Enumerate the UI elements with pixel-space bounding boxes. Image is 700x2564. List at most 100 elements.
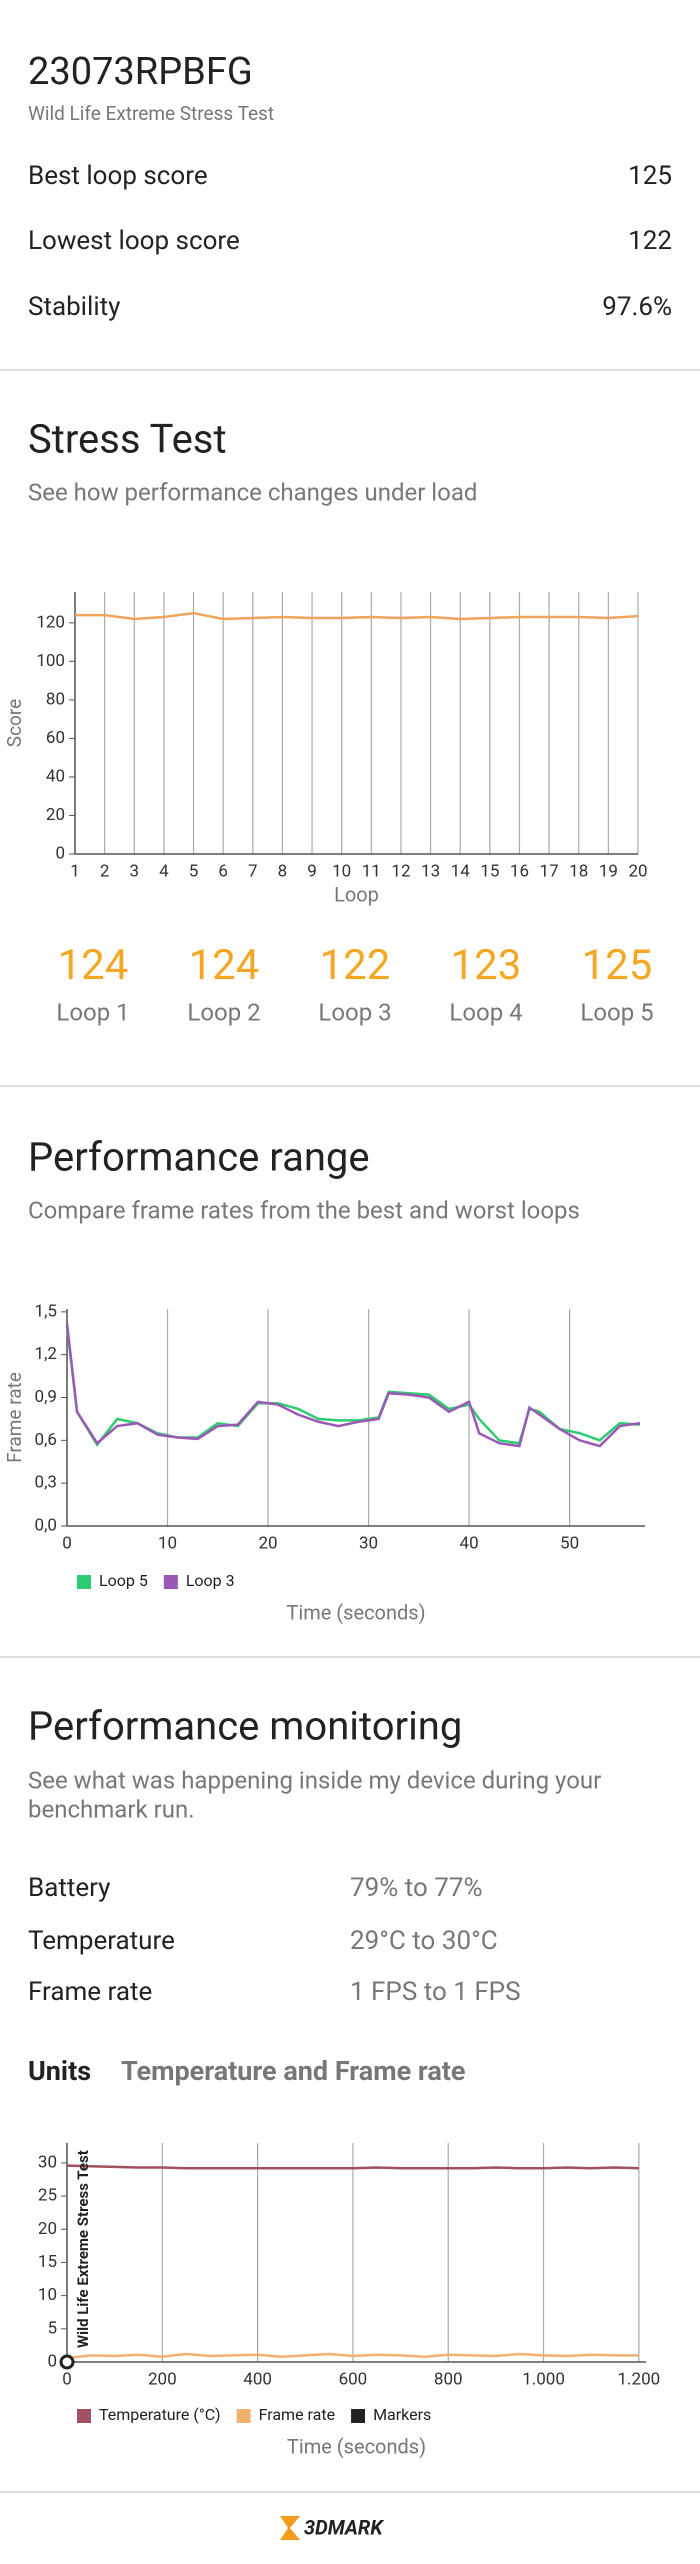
y-tick-label: 100 bbox=[36, 651, 65, 671]
x-tick-label: 20 bbox=[258, 1533, 277, 1553]
test-name: Wild Life Extreme Stress Test bbox=[28, 102, 274, 125]
legend-label: Temperature (°C) bbox=[99, 2405, 221, 2424]
section-subtitle: See what was happening inside my device … bbox=[28, 1766, 601, 1794]
y-tick-label: 120 bbox=[36, 612, 65, 632]
x-tick-label: 1.200 bbox=[618, 2369, 661, 2389]
x-axis-title: Time (seconds) bbox=[287, 2434, 426, 2458]
row-label: Temperature bbox=[28, 1926, 175, 1956]
x-tick-label: 18 bbox=[569, 861, 588, 881]
row-value: 122 bbox=[628, 226, 672, 256]
row-value: 97.6% bbox=[602, 292, 672, 322]
x-tick-label: 200 bbox=[148, 2369, 177, 2389]
section-title: Performance monitoring bbox=[28, 1703, 462, 1750]
logo: 3DMARK bbox=[304, 2515, 384, 2539]
row-value: 125 bbox=[628, 161, 672, 191]
legend-swatch bbox=[77, 1575, 91, 1589]
y-tick-label: 80 bbox=[46, 689, 65, 709]
legend-label: Loop 3 bbox=[186, 1571, 235, 1590]
loop-score: 122 bbox=[320, 941, 391, 990]
x-tick-label: 14 bbox=[451, 861, 471, 881]
section-subtitle: Compare frame rates from the best and wo… bbox=[28, 1196, 580, 1224]
row-value: 1 FPS to 1 FPS bbox=[350, 1977, 521, 2007]
row-label: Battery bbox=[28, 1873, 110, 1903]
x-tick-label: 50 bbox=[560, 1533, 579, 1553]
loop-label: Loop 5 bbox=[580, 998, 653, 1026]
x-tick-label: 7 bbox=[248, 861, 258, 881]
row-value: 29°C to 30°C bbox=[350, 1926, 498, 1956]
loop-score: 124 bbox=[58, 941, 129, 990]
x-tick-label: 19 bbox=[599, 861, 618, 881]
device-title: 23073RPBFG bbox=[28, 50, 253, 94]
y-tick-label: 5 bbox=[47, 2318, 57, 2338]
loop-score: 125 bbox=[582, 941, 653, 990]
y-tick-label: 60 bbox=[46, 728, 65, 748]
loop-label: Loop 1 bbox=[56, 998, 129, 1026]
logo-icon bbox=[280, 2516, 300, 2540]
series-line bbox=[65, 1323, 641, 1448]
y-tick-label: 0,6 bbox=[35, 1430, 57, 1450]
x-tick-label: 1 bbox=[70, 861, 80, 881]
section-subtitle: See how performance changes under load bbox=[28, 478, 477, 506]
y-tick-label: 0 bbox=[47, 2351, 57, 2371]
x-tick-label: 15 bbox=[480, 861, 499, 881]
units-value[interactable]: Temperature and Frame rate bbox=[121, 2055, 466, 2087]
x-tick-label: 20 bbox=[628, 861, 647, 881]
y-tick-label: 1,5 bbox=[35, 1301, 57, 1321]
x-tick-label: 6 bbox=[218, 861, 228, 881]
x-tick-label: 17 bbox=[540, 861, 559, 881]
x-tick-label: 10 bbox=[158, 1533, 177, 1553]
x-tick-label: 13 bbox=[421, 861, 440, 881]
loop-label: Loop 4 bbox=[449, 998, 522, 1026]
y-tick-label: 0,3 bbox=[35, 1473, 57, 1493]
section-title: Performance range bbox=[28, 1134, 370, 1181]
x-tick-label: 5 bbox=[189, 861, 199, 881]
row-label: Frame rate bbox=[28, 1977, 152, 2007]
marker bbox=[59, 2354, 75, 2370]
legend-swatch bbox=[351, 2409, 366, 2423]
x-tick-label: 16 bbox=[510, 861, 529, 881]
x-tick-label: 0 bbox=[62, 2369, 72, 2389]
x-tick-label: 0 bbox=[62, 1533, 72, 1553]
x-tick-label: 11 bbox=[362, 861, 381, 881]
y-tick-label: 20 bbox=[46, 805, 65, 825]
y-tick-label: 0,9 bbox=[35, 1387, 57, 1407]
x-tick-label: 3 bbox=[129, 861, 139, 881]
y-tick-label: 1,2 bbox=[35, 1344, 57, 1364]
y-tick-label: 40 bbox=[46, 766, 65, 786]
x-tick-label: 8 bbox=[278, 861, 288, 881]
legend-label: Markers bbox=[373, 2405, 431, 2424]
x-tick-label: 4 bbox=[159, 861, 169, 881]
legend-label: Frame rate bbox=[259, 2405, 335, 2424]
y-tick-label: 20 bbox=[38, 2219, 57, 2239]
x-tick-label: 600 bbox=[339, 2369, 368, 2389]
x-tick-label: 400 bbox=[243, 2369, 272, 2389]
row-label: Stability bbox=[28, 292, 120, 322]
loop-score: 123 bbox=[451, 941, 522, 990]
units-label[interactable]: Units bbox=[28, 2055, 91, 2087]
row-value: 79% to 77% bbox=[350, 1873, 483, 1903]
y-axis-title: Frame rate bbox=[3, 1372, 26, 1463]
y-tick-label: 15 bbox=[38, 2252, 57, 2272]
y-tick-label: 10 bbox=[38, 2285, 57, 2305]
x-tick-label: 40 bbox=[460, 1533, 479, 1553]
marker-label: Wild Life Extreme Stress Test bbox=[74, 2150, 92, 2348]
loop-label: Loop 3 bbox=[318, 998, 391, 1026]
loop-score: 124 bbox=[189, 941, 260, 990]
section-title: Stress Test bbox=[28, 416, 227, 463]
y-tick-label: 0 bbox=[55, 843, 65, 863]
legend-swatch bbox=[77, 2409, 91, 2423]
x-tick-label: 30 bbox=[359, 1533, 378, 1553]
x-tick-label: 1.000 bbox=[522, 2369, 565, 2389]
series-line bbox=[65, 1325, 641, 1447]
legend-label: Loop 5 bbox=[99, 1571, 148, 1590]
x-tick-label: 9 bbox=[307, 861, 317, 881]
series-line bbox=[66, 2352, 639, 2360]
series-line bbox=[66, 2164, 639, 2170]
x-axis-title: Time (seconds) bbox=[286, 1600, 425, 1624]
x-axis-title: Loop bbox=[334, 882, 379, 906]
y-tick-label: 0,0 bbox=[35, 1515, 57, 1535]
y-tick-label: 25 bbox=[38, 2186, 57, 2206]
x-tick-label: 10 bbox=[332, 861, 351, 881]
y-axis-title: Score bbox=[3, 699, 26, 747]
